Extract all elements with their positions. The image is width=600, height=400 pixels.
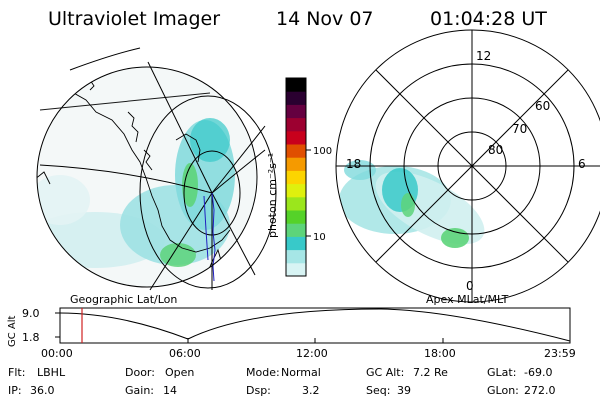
x-tick-0000: 00:00 xyxy=(41,347,73,360)
geo-border xyxy=(36,66,258,288)
status-gain-value: 14 xyxy=(163,384,177,397)
status-gain-label: Gain: xyxy=(125,384,154,397)
mlat-label-80: 80 xyxy=(488,143,503,157)
altitude-plot: 9.0 1.8 GC Alt 00:00 06:00 12:00 18:00 2… xyxy=(7,307,576,360)
status-glat-label: GLat: xyxy=(487,366,516,379)
status-dsp-value: 3.2 xyxy=(302,384,320,397)
status-door-value: Open xyxy=(165,366,194,379)
status-gcalt-label: GC Alt: xyxy=(366,366,404,379)
colorbar: 100 10 photon cm⁻²s⁻¹ xyxy=(266,77,332,277)
status-flt-value: LBHL xyxy=(37,366,66,379)
altitude-curve xyxy=(59,308,571,342)
colorbar-cell xyxy=(286,236,306,251)
alt-tick-low: 1.8 xyxy=(22,331,40,344)
status-block: Flt: LBHL Door: Open Mode: Normal GC Alt… xyxy=(8,366,556,397)
status-gcalt-value: 7.2 Re xyxy=(413,366,448,379)
instrument-title: Ultraviolet Imager xyxy=(48,8,220,30)
mlt-label-18: 18 xyxy=(346,157,361,171)
status-dsp-label: Dsp: xyxy=(246,384,271,397)
colorbar-cell xyxy=(286,223,306,237)
colorbar-cell xyxy=(286,249,306,264)
alt-axis-label: GC Alt xyxy=(7,315,18,347)
x-tick-1200: 12:00 xyxy=(296,347,328,360)
polar-aurora xyxy=(339,160,485,248)
status-seq-label: Seq: xyxy=(366,384,390,397)
colorbar-cell xyxy=(286,78,306,92)
colorbar-unit-label: photon cm⁻²s⁻¹ xyxy=(266,153,279,238)
mlt-label-12: 12 xyxy=(476,49,491,63)
status-flt-label: Flt: xyxy=(8,366,25,379)
status-mode-value: Normal xyxy=(281,366,321,379)
colorbar-cell xyxy=(286,91,306,105)
image-time: 01:04:28 UT xyxy=(430,8,547,30)
image-date: 14 Nov 07 xyxy=(276,8,374,30)
colorbar-cell xyxy=(286,183,306,198)
status-glat-value: -69.0 xyxy=(524,366,552,379)
mlt-label-6: 6 xyxy=(578,157,586,171)
mlt-label-0: 0 xyxy=(466,279,474,293)
colorbar-cell xyxy=(286,262,306,277)
status-glon-value: 272.0 xyxy=(524,384,556,397)
colorbar-cell xyxy=(286,144,306,158)
status-door-label: Door: xyxy=(125,366,155,379)
colorbar-tick-10: 10 xyxy=(313,232,326,243)
polar-panel-label: Apex MLat/MLT xyxy=(426,293,509,306)
mlat-label-60: 60 xyxy=(535,99,550,113)
x-tick-0600: 06:00 xyxy=(169,347,201,360)
polar-grid xyxy=(335,29,600,303)
colorbar-tick-100: 100 xyxy=(313,146,332,157)
spacecraft-track xyxy=(203,192,216,282)
colorbar-cell xyxy=(286,130,306,145)
polar-map: 12 18 6 0 60 70 80 xyxy=(335,29,600,303)
status-ip-value: 36.0 xyxy=(30,384,55,397)
colorbar-cell xyxy=(286,104,306,119)
alt-tick-high: 9.0 xyxy=(22,307,40,320)
geographic-map xyxy=(36,47,277,291)
colorbar-cell xyxy=(286,157,306,171)
colorbar-cell xyxy=(286,210,306,224)
status-mode-label: Mode: xyxy=(246,366,280,379)
status-glon-label: GLon: xyxy=(487,384,519,397)
mlat-label-70: 70 xyxy=(512,122,527,136)
status-ip-label: IP: xyxy=(8,384,22,397)
colorbar-cell xyxy=(286,170,306,185)
geo-panel-label: Geographic Lat/Lon xyxy=(70,293,177,306)
status-seq-value: 39 xyxy=(397,384,411,397)
x-tick-1800: 18:00 xyxy=(424,347,456,360)
colorbar-cell xyxy=(286,196,306,211)
x-tick-2359: 23:59 xyxy=(544,347,576,360)
geo-grid xyxy=(39,47,277,291)
colorbar-cell xyxy=(286,117,306,132)
